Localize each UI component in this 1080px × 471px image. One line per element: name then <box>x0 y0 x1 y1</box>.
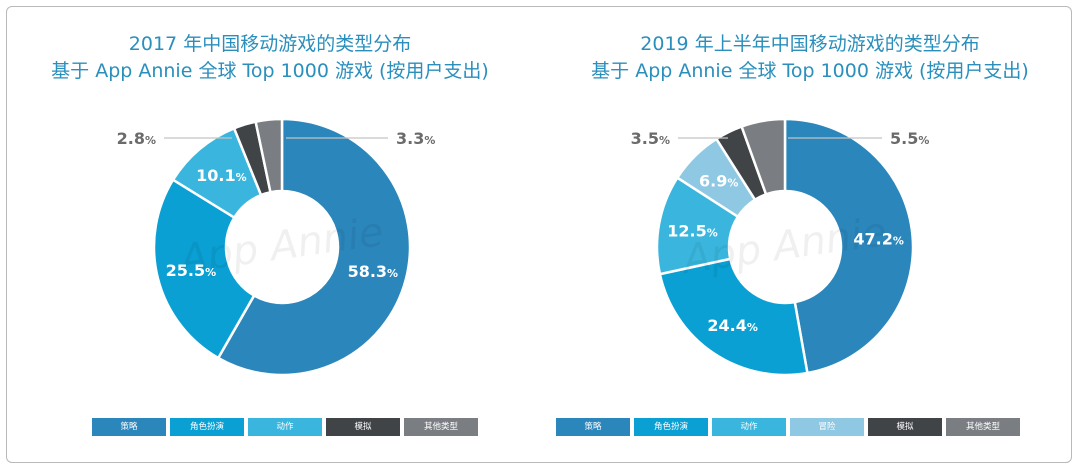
chart-subtitle: 基于 App Annie 全球 Top 1000 游戏 (按用户支出) <box>51 60 489 82</box>
data-label: 6.9% <box>699 171 738 190</box>
chart-panel-2019h1: 2019 年上半年中国移动游戏的类型分布 基于 App Annie 全球 Top… <box>540 0 1080 471</box>
data-label: 3.3% <box>396 129 435 148</box>
data-label: 58.3% <box>348 262 399 281</box>
pie-slice <box>658 257 809 377</box>
legend-item: 策略 <box>92 418 166 436</box>
pie-slice <box>783 117 915 375</box>
data-label: 10.1% <box>196 166 247 185</box>
data-label: 25.5% <box>166 261 217 280</box>
chart-title: 2019 年上半年中国移动游戏的类型分布 <box>640 33 980 55</box>
chart-title: 2017 年中国移动游戏的类型分布 <box>128 33 412 55</box>
legend-item: 角色扮演 <box>170 418 244 436</box>
pie-slice <box>740 117 787 196</box>
data-label: 2.8% <box>117 129 156 148</box>
data-label: 3.5% <box>631 129 670 148</box>
legend-item: 动作 <box>712 418 786 436</box>
legend-item: 其他类型 <box>946 418 1020 436</box>
data-label: 24.4% <box>707 316 758 335</box>
data-label: 47.2% <box>853 230 904 249</box>
legend-item: 模拟 <box>868 418 942 436</box>
pie-slice <box>152 178 256 360</box>
legend-item: 策略 <box>556 418 630 436</box>
pie-slice <box>216 117 412 377</box>
legend-item: 模拟 <box>326 418 400 436</box>
legend-item: 动作 <box>248 418 322 436</box>
legend-item: 其他类型 <box>404 418 478 436</box>
chart-panel-2017: 2017 年中国移动游戏的类型分布 基于 App Annie 全球 Top 10… <box>51 33 489 436</box>
data-label: 12.5% <box>667 221 718 240</box>
data-label: 5.5% <box>890 129 929 148</box>
legend-item: 冒险 <box>790 418 864 436</box>
chart-subtitle: 基于 App Annie 全球 Top 1000 游戏 (按用户支出) <box>591 60 1029 82</box>
legend-item: 角色扮演 <box>634 418 708 436</box>
pie-slice <box>254 117 284 194</box>
